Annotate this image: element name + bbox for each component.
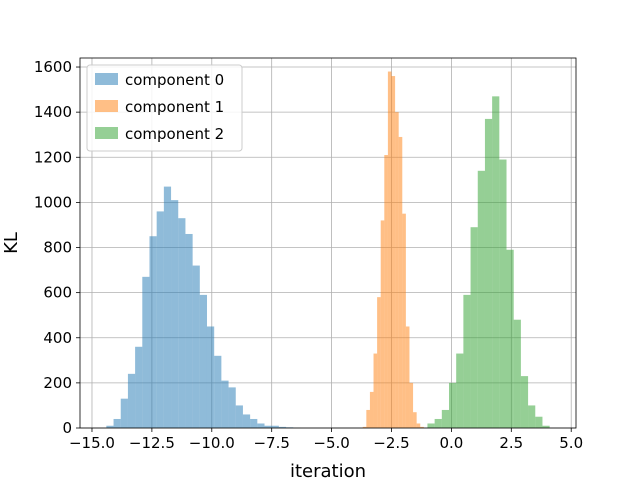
bar-component-1-12 [405,326,410,428]
bar-component-1-1 [366,409,370,428]
y-tick-label-8: 1600 [34,58,72,76]
bar-component-1-6 [384,155,388,428]
y-tick-label-7: 1400 [34,103,72,121]
bar-component-0-15 [214,355,222,428]
bar-component-1-16 [420,426,424,428]
bar-component-2-9 [492,96,500,428]
legend-label-component-0: component 0 [125,71,224,89]
bar-component-1-14 [413,412,417,428]
bar-component-1-3 [373,353,378,428]
y-tick-label-2: 400 [43,329,72,347]
bar-component-1-15 [416,423,421,428]
bar-component-1-11 [402,213,406,428]
bar-component-2-5 [463,294,471,428]
bar-component-0-20 [250,418,258,428]
y-axis-label: KL [1,232,22,254]
bar-component-2-11 [506,249,514,428]
bar-component-2-15 [535,416,543,428]
x-tick-label-8: 5.0 [559,434,583,452]
series-component-2 [427,96,550,428]
y-tick-label-5: 1000 [34,193,72,211]
bar-component-1-7 [387,71,392,428]
series-component-1 [362,71,424,429]
bar-component-0-22 [264,425,272,428]
bar-component-0-9 [171,200,179,428]
bar-component-0-19 [242,414,251,428]
bar-component-0-8 [163,186,172,428]
bar-component-0-6 [149,236,157,428]
bar-component-0-11 [185,233,193,428]
x-tick-label-3: −7.5 [253,434,289,452]
bar-component-2-10 [499,159,507,428]
bar-component-0-4 [135,346,143,428]
bar-component-1-5 [380,220,385,428]
legend-swatch-component-1 [95,100,118,112]
y-tick-label-3: 600 [43,284,72,302]
y-tick-label-1: 200 [43,374,72,392]
bar-component-1-13 [409,382,414,428]
bar-component-0-18 [235,405,243,428]
bar-component-0-5 [142,276,150,428]
legend-frame [86,64,243,152]
x-tick-label-2: −10.0 [189,434,235,452]
bar-component-1-0 [362,426,367,428]
bar-component-0-16 [221,380,229,428]
bar-component-0-12 [192,265,200,428]
bar-component-1-8 [391,76,396,429]
x-axis-label: iteration [290,461,366,480]
bar-component-0-23 [271,425,279,428]
bar-component-1-10 [398,136,403,428]
legend-label-component-1: component 1 [125,98,224,116]
x-tick-label-4: −5.0 [313,434,349,452]
bar-component-1-4 [377,297,381,428]
legend-label-component-2: component 2 [125,125,224,143]
bar-component-2-0 [427,423,435,428]
bar-component-0-0 [106,425,114,428]
x-tick-label-0: −15.0 [69,434,115,452]
axes-frame [79,57,577,429]
bar-component-0-1 [113,418,121,428]
bar-component-2-12 [513,319,521,428]
bar-component-1-9 [395,112,399,429]
legend-swatch-component-2 [95,127,118,139]
bar-component-2-4 [456,353,464,428]
y-tick-label-0: 0 [62,419,72,437]
bar-component-0-13 [199,294,207,428]
series-component-0 [106,186,301,428]
bar-component-0-10 [178,218,186,428]
bar-component-0-24 [278,426,287,428]
bar-component-2-13 [520,376,529,428]
bar-component-2-14 [528,405,536,428]
axis-ticks: −15.0 −12.5 −10.0 −7.5 −5.0 −2.5 0.0 2.5 5.0 0 200… [34,58,583,452]
x-tick-label-6: 0.0 [439,434,463,452]
legend: component 0 component 1 component 2 [86,64,243,152]
bar-component-2-16 [542,425,550,428]
bar-component-2-6 [470,227,478,428]
legend-swatch-component-0 [95,73,118,85]
bar-component-2-7 [477,170,485,428]
bar-component-1-2 [369,391,374,428]
bar-component-0-14 [206,326,215,428]
bar-component-0-7 [156,211,164,428]
bar-component-2-2 [441,409,450,428]
y-tick-label-6: 1200 [34,148,72,166]
bar-component-0-17 [228,387,236,428]
bar-component-2-1 [434,418,442,428]
bar-component-2-3 [449,382,457,428]
bar-component-0-21 [257,423,265,428]
bar-component-0-3 [127,373,136,428]
bar-component-0-2 [120,398,128,428]
x-tick-label-1: −12.5 [129,434,175,452]
x-tick-label-7: 2.5 [499,434,523,452]
x-tick-label-5: −2.5 [373,434,409,452]
histogram-bars [106,71,550,429]
bar-component-2-8 [484,118,493,428]
y-tick-label-4: 800 [43,239,72,257]
